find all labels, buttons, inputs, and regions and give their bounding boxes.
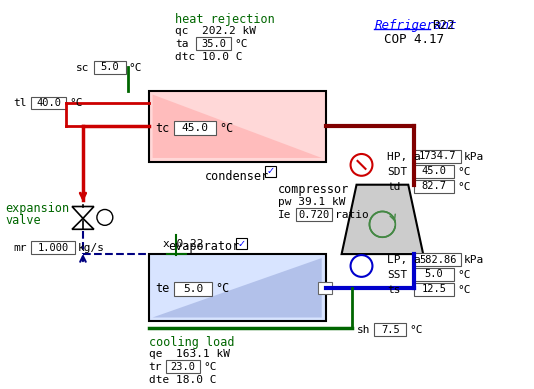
- FancyBboxPatch shape: [175, 282, 213, 296]
- FancyBboxPatch shape: [31, 96, 66, 109]
- FancyBboxPatch shape: [148, 91, 326, 162]
- FancyBboxPatch shape: [175, 121, 216, 135]
- Text: °C: °C: [457, 182, 470, 192]
- Text: °C: °C: [215, 282, 230, 295]
- FancyBboxPatch shape: [414, 150, 461, 163]
- Text: evaporator: evaporator: [169, 240, 240, 253]
- FancyBboxPatch shape: [414, 253, 461, 266]
- Text: dtc 10.0 C: dtc 10.0 C: [176, 52, 243, 62]
- Text: SDT: SDT: [387, 167, 407, 177]
- FancyBboxPatch shape: [414, 283, 454, 296]
- Text: °C: °C: [457, 167, 470, 177]
- Text: °C: °C: [409, 326, 423, 335]
- Text: ✓: ✓: [238, 239, 246, 249]
- Text: x 0.22: x 0.22: [162, 239, 203, 249]
- Text: 582.86: 582.86: [419, 254, 457, 265]
- FancyBboxPatch shape: [374, 323, 406, 336]
- Text: pw 39.1 kW: pw 39.1 kW: [278, 196, 345, 207]
- Text: 5.0: 5.0: [425, 270, 444, 279]
- Text: 1734.7: 1734.7: [419, 151, 457, 161]
- Polygon shape: [342, 185, 423, 254]
- Text: mr: mr: [13, 243, 27, 253]
- Text: 45.0: 45.0: [182, 123, 209, 133]
- Text: 40.0: 40.0: [36, 98, 61, 108]
- Text: dte 18.0 C: dte 18.0 C: [148, 375, 216, 385]
- Text: te: te: [155, 282, 170, 295]
- Text: Refrigerant: Refrigerant: [374, 19, 457, 32]
- Text: tc: tc: [155, 122, 170, 135]
- Text: °C: °C: [69, 98, 83, 109]
- FancyBboxPatch shape: [148, 254, 326, 321]
- FancyBboxPatch shape: [414, 165, 454, 178]
- Text: heat rejection: heat rejection: [176, 13, 275, 26]
- Text: °C: °C: [234, 39, 248, 49]
- Text: 5.0: 5.0: [100, 62, 119, 72]
- Text: °C: °C: [219, 122, 233, 135]
- FancyBboxPatch shape: [265, 166, 276, 177]
- Text: 82.7: 82.7: [422, 181, 446, 191]
- Text: qe  163.1 kW: qe 163.1 kW: [148, 349, 230, 359]
- Polygon shape: [153, 258, 321, 317]
- Text: 5.0: 5.0: [183, 284, 203, 294]
- Text: 1.000: 1.000: [37, 243, 69, 252]
- Text: qc  202.2 kW: qc 202.2 kW: [176, 26, 256, 36]
- Text: cooling load: cooling load: [148, 336, 234, 349]
- FancyBboxPatch shape: [197, 37, 231, 50]
- FancyBboxPatch shape: [414, 180, 454, 193]
- FancyBboxPatch shape: [31, 241, 75, 254]
- Text: condenser: condenser: [205, 170, 270, 183]
- Text: °C: °C: [129, 63, 142, 73]
- Text: tr: tr: [148, 362, 162, 372]
- FancyBboxPatch shape: [318, 282, 332, 294]
- Text: °C: °C: [457, 270, 470, 280]
- Text: ta: ta: [176, 39, 189, 49]
- Text: kg/s: kg/s: [78, 243, 105, 253]
- Text: ratio: ratio: [335, 210, 368, 221]
- Text: ts: ts: [387, 285, 401, 295]
- Text: °C: °C: [203, 362, 217, 372]
- Text: 45.0: 45.0: [422, 166, 446, 176]
- Text: sc: sc: [76, 63, 90, 73]
- Text: 7.5: 7.5: [381, 325, 400, 335]
- Text: 23.0: 23.0: [170, 361, 195, 371]
- Polygon shape: [153, 95, 321, 158]
- Text: ✓: ✓: [266, 166, 274, 176]
- FancyBboxPatch shape: [166, 360, 200, 373]
- FancyBboxPatch shape: [296, 209, 332, 221]
- Text: kPa: kPa: [464, 255, 484, 265]
- Text: SST: SST: [387, 270, 407, 280]
- Text: tl: tl: [13, 98, 27, 109]
- Text: expansion: expansion: [5, 202, 69, 215]
- Text: td: td: [387, 182, 401, 192]
- Text: 35.0: 35.0: [201, 39, 226, 49]
- Text: 0.720: 0.720: [298, 210, 329, 220]
- Text: R22: R22: [432, 19, 454, 32]
- FancyBboxPatch shape: [236, 238, 247, 249]
- Text: valve: valve: [5, 214, 41, 228]
- FancyBboxPatch shape: [414, 268, 454, 281]
- Text: COP 4.17: COP 4.17: [384, 33, 444, 46]
- Text: kPa: kPa: [464, 152, 484, 162]
- Text: 12.5: 12.5: [422, 284, 446, 294]
- Text: LP, a: LP, a: [387, 255, 421, 265]
- Text: HP, a: HP, a: [387, 152, 421, 162]
- Text: Ie: Ie: [278, 210, 292, 221]
- FancyBboxPatch shape: [94, 61, 125, 74]
- Text: °C: °C: [457, 285, 470, 295]
- Text: compressor: compressor: [278, 183, 349, 196]
- Text: sh: sh: [357, 326, 370, 335]
